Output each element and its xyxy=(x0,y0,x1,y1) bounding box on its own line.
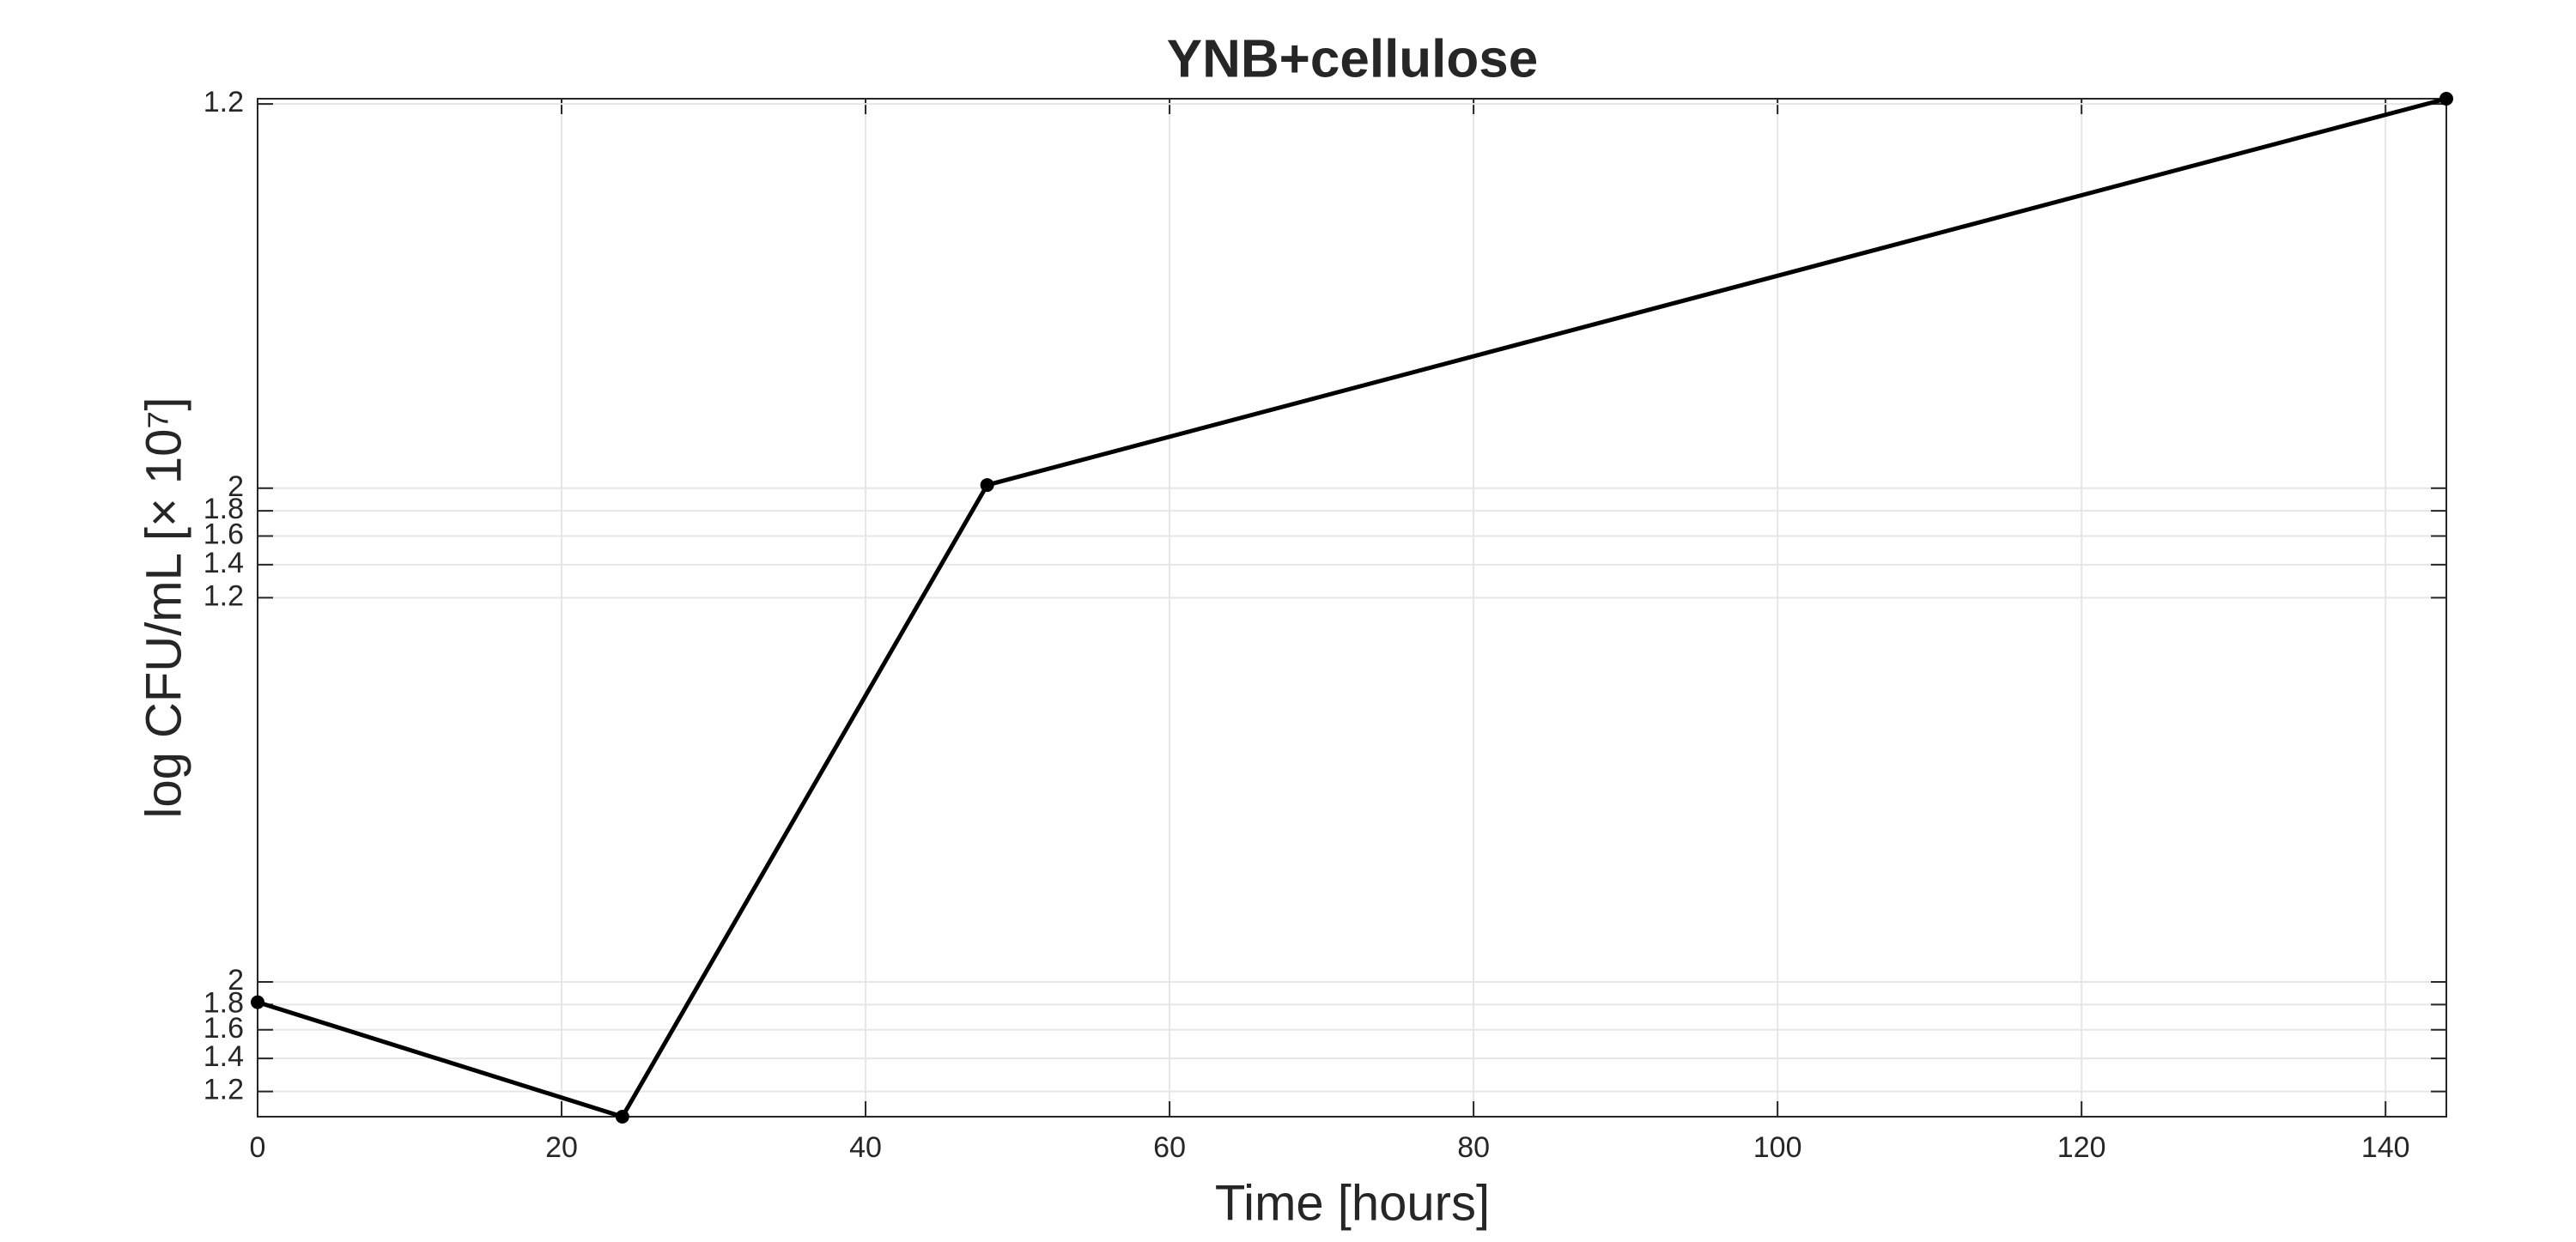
axes-box xyxy=(257,98,2447,1118)
y-tick-label: 1.2 xyxy=(204,579,244,612)
y-tick-label: 1.2 xyxy=(204,1074,244,1106)
data-point xyxy=(615,1110,629,1124)
x-axis-label: Time [hours] xyxy=(1215,1175,1490,1231)
plot-area xyxy=(258,99,2446,1117)
chart-title: YNB+cellulose xyxy=(1167,29,1538,88)
data-point xyxy=(251,995,264,1009)
x-tick-label: 100 xyxy=(1753,1131,1802,1164)
x-tick-label: 0 xyxy=(250,1131,266,1164)
x-tick-label: 20 xyxy=(545,1131,578,1164)
x-tick-label: 140 xyxy=(2361,1131,2410,1164)
data-point xyxy=(2439,92,2453,106)
y-tick-label: 2 xyxy=(228,964,244,997)
y-tick-label: 2 xyxy=(228,470,244,503)
x-tick-label: 60 xyxy=(1153,1131,1186,1164)
y-tick-label: 1.8 xyxy=(204,986,244,1019)
data-point xyxy=(980,478,994,493)
y-tick-label: 1.4 xyxy=(204,547,244,579)
y-tick-label: 1.4 xyxy=(204,1040,244,1073)
y-tick-label: 1.6 xyxy=(204,1012,244,1045)
x-tick-label: 40 xyxy=(849,1131,882,1164)
series-line xyxy=(257,96,2447,1119)
x-tick-label: 120 xyxy=(2057,1131,2106,1164)
x-tick-label: 80 xyxy=(1457,1131,1490,1164)
y-axis-label: log CFU/mL [× 10⁷] xyxy=(136,397,191,818)
y-tick-label: 1.6 xyxy=(204,518,244,551)
y-tick-label: 1.2 xyxy=(204,86,244,118)
y-tick-label: 1.8 xyxy=(204,493,244,525)
